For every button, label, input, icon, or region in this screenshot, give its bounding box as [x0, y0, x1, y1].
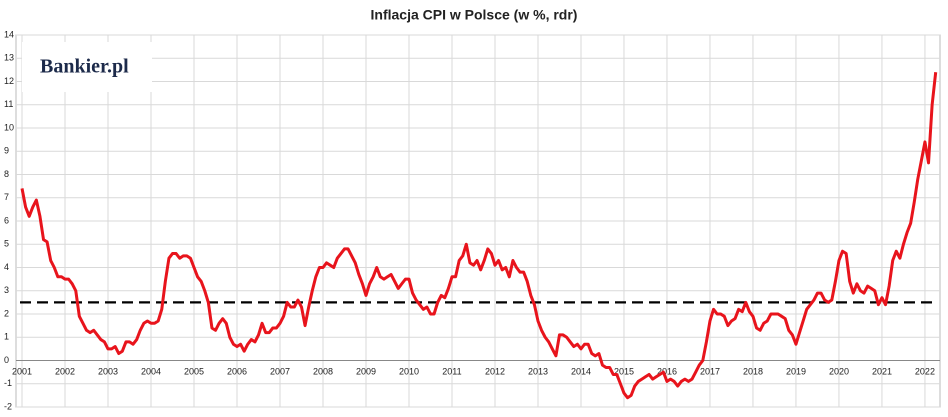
x-tick-label: 2016 [657, 366, 677, 376]
y-tick-label: 9 [4, 146, 9, 156]
x-tick-label: 2001 [12, 366, 32, 376]
y-tick-label: 13 [4, 53, 14, 63]
y-tick-label: 3 [4, 285, 9, 295]
x-tick-label: 2014 [571, 366, 591, 376]
y-tick-label: 1 [4, 332, 9, 342]
x-tick-label: 2008 [313, 366, 333, 376]
y-tick-label: 0 [4, 355, 9, 365]
y-tick-label: 10 [4, 122, 14, 132]
y-tick-label: -2 [4, 401, 12, 411]
line-series [20, 72, 938, 400]
x-tick-label: 2005 [184, 366, 204, 376]
y-tick-label: 5 [4, 239, 9, 249]
x-tick-label: 2007 [270, 366, 290, 376]
x-tick-label: 2017 [700, 366, 720, 376]
y-tick-label: 8 [4, 169, 9, 179]
logo: Bankier.pl [40, 56, 129, 78]
y-tick-label: 4 [4, 262, 9, 272]
x-tick-label: 2010 [399, 366, 419, 376]
x-tick-label: 2003 [98, 366, 118, 376]
x-tick-label: 2009 [356, 366, 376, 376]
x-tick-label: 2013 [528, 366, 548, 376]
y-tick-label: 7 [4, 192, 9, 202]
y-tick-label: -1 [4, 378, 12, 388]
x-tick-label: 2018 [743, 366, 763, 376]
x-tick-label: 2004 [141, 366, 161, 376]
chart-title: Inflacja CPI w Polsce (w %, rdr) [371, 7, 578, 23]
x-tick-label: 2006 [227, 366, 247, 376]
y-tick-label: 11 [4, 99, 13, 109]
y-tick-label: 2 [4, 308, 9, 318]
x-tick-label: 2012 [485, 366, 505, 376]
y-tick-label: 14 [4, 29, 14, 39]
x-tick-label: 2021 [872, 366, 892, 376]
x-tick-label: 2022 [915, 366, 935, 376]
y-tick-label: 12 [4, 76, 14, 86]
x-tick-label: 2002 [55, 366, 75, 376]
y-tick-label: 6 [4, 215, 9, 225]
x-tick-label: 2011 [442, 366, 461, 376]
x-tick-label: 2020 [829, 366, 849, 376]
x-tick-label: 2019 [786, 366, 806, 376]
logo-box [22, 42, 152, 92]
x-tick-label: 2015 [614, 366, 634, 376]
